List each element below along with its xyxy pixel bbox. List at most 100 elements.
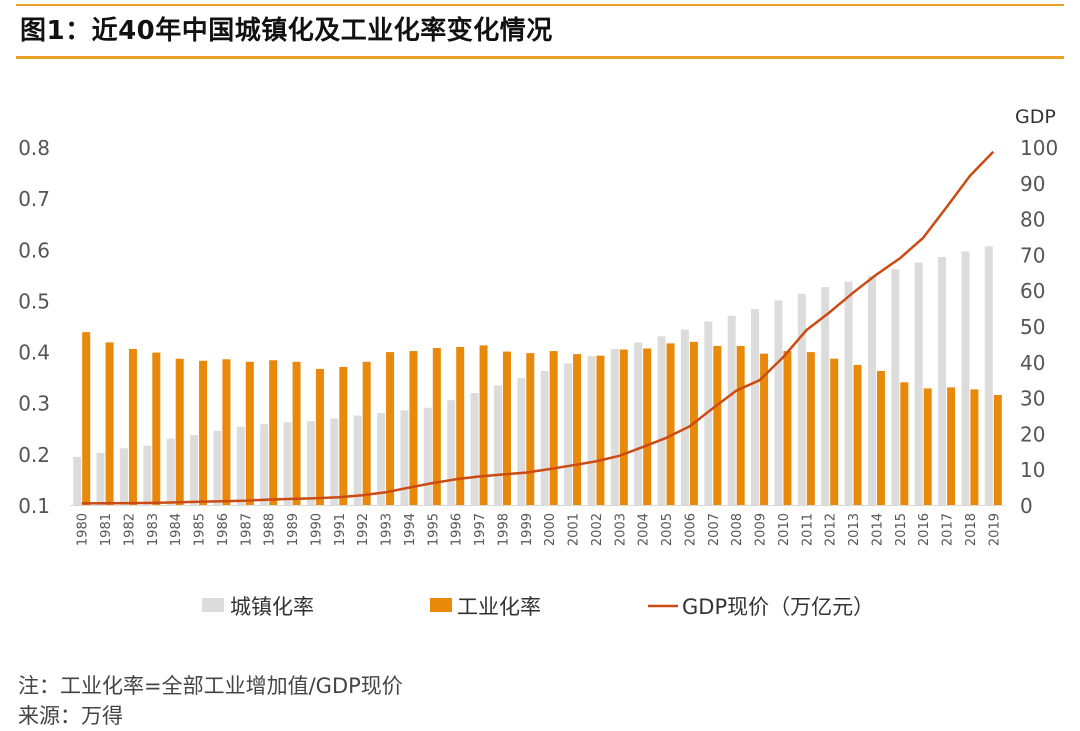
y-right-tick-label: 50 [1020, 315, 1045, 339]
bar-industrialization [876, 371, 885, 505]
y-right-tick-label: 60 [1020, 279, 1045, 303]
legend-label-industrialization: 工业化率 [457, 595, 541, 619]
bar-industrialization [643, 348, 652, 505]
bar-urbanization [657, 336, 666, 505]
legend-label-urbanization: 城镇化率 [230, 595, 314, 619]
bar-industrialization [199, 360, 208, 505]
bar-industrialization [175, 358, 184, 505]
bar-urbanization [493, 385, 502, 505]
bar-industrialization [82, 332, 91, 505]
legend-swatch-industrialization [430, 598, 452, 612]
x-tick-label: 2004 [637, 513, 652, 546]
bar-industrialization [339, 366, 348, 505]
bar-industrialization [292, 361, 301, 505]
bar-industrialization [736, 345, 745, 505]
x-tick-label: 2018 [964, 513, 979, 546]
y-left-tick-label: 0.4 [18, 341, 50, 365]
bar-urbanization [213, 430, 222, 505]
y-right-tick-label: 40 [1020, 351, 1045, 375]
bar-industrialization [502, 351, 511, 505]
bar-industrialization [783, 351, 792, 505]
chart-svg: 0.1 0.2 0.3 0.4 0.5 0.6 0.7 0.8 0 10 20 30 40 50 60 70 8… [18, 106, 1058, 619]
page-title: 图1：近40年中国城镇化及工业化率变化情况 [20, 16, 553, 46]
bar-urbanization [517, 378, 526, 505]
x-tick-label: 1990 [309, 513, 324, 546]
y-left-tick-label: 0.5 [18, 289, 50, 313]
y-right-axis-label: GDP [1015, 106, 1056, 128]
bar-industrialization [713, 345, 722, 505]
x-tick-label: 1994 [403, 513, 418, 546]
bar-industrialization [222, 359, 231, 505]
y-left-tick-label: 0.7 [18, 187, 50, 211]
bar-industrialization [152, 352, 161, 505]
x-tick-label: 1981 [99, 513, 114, 546]
bar-industrialization [923, 388, 932, 505]
x-tick-label: 1992 [356, 513, 371, 546]
x-tick-label: 1985 [193, 513, 208, 546]
y-right-tick-label: 90 [1020, 172, 1045, 196]
bar-urbanization [260, 424, 269, 505]
bar-industrialization [456, 346, 465, 505]
x-tick-label: 2008 [730, 513, 745, 546]
bar-industrialization [549, 351, 558, 505]
bar-industrialization [432, 347, 441, 505]
bar-industrialization [596, 355, 605, 505]
bar-urbanization [610, 349, 619, 505]
y-left-tick-label: 0.2 [18, 443, 50, 467]
bar-industrialization [806, 352, 815, 505]
x-tick-label: 1987 [239, 513, 254, 546]
bar-urbanization [634, 342, 643, 505]
bar-industrialization [105, 342, 114, 505]
bar-urbanization [306, 421, 315, 505]
bar-urbanization [587, 356, 596, 505]
bar-industrialization [760, 353, 769, 505]
bar-industrialization [853, 364, 862, 505]
bar-urbanization [797, 293, 806, 505]
x-tick-label: 1998 [496, 513, 511, 546]
bar-urbanization [73, 456, 82, 505]
legend-swatch-urbanization [202, 598, 224, 612]
x-tick-label: 2012 [824, 513, 839, 546]
y-right-tick-label: 0 [1020, 494, 1033, 518]
bar-urbanization [236, 426, 245, 505]
bar-urbanization [540, 371, 549, 505]
legend-label-gdp: GDP现价（万亿元） [682, 595, 874, 619]
bar-industrialization [830, 358, 839, 505]
bar-urbanization [844, 281, 853, 505]
bar-urbanization [377, 412, 386, 505]
bar-industrialization [245, 361, 254, 505]
bar-urbanization [190, 434, 199, 505]
x-tick-label: 1999 [520, 513, 535, 546]
x-tick-label: 2001 [567, 513, 582, 546]
bar-urbanization [166, 438, 175, 505]
x-tick-label: 1980 [76, 513, 91, 546]
x-tick-label: 2015 [894, 513, 909, 546]
bar-urbanization [119, 448, 128, 505]
x-tick-label: 1982 [122, 513, 137, 546]
y-right-tick-label: 70 [1020, 243, 1045, 267]
bar-urbanization [938, 256, 947, 505]
bar-urbanization [774, 300, 783, 505]
bar-urbanization [283, 422, 292, 505]
x-tick-label: 2000 [543, 513, 558, 546]
bar-industrialization [666, 343, 675, 505]
title-bottom-rule [16, 56, 1064, 59]
bar-industrialization [970, 389, 979, 505]
x-tick-label: 2010 [777, 513, 792, 546]
bar-urbanization [867, 275, 876, 505]
x-tick-label: 2016 [917, 513, 932, 546]
title-top-rule [16, 4, 1064, 6]
x-tick-label: 1986 [216, 513, 231, 546]
x-tick-label: 2019 [987, 513, 1002, 546]
bar-industrialization [128, 349, 137, 505]
bar-urbanization [400, 410, 409, 505]
x-tick-label: 2002 [590, 513, 605, 546]
bar-industrialization [900, 382, 909, 505]
bar-urbanization [447, 400, 456, 505]
bar-industrialization [315, 368, 324, 505]
bar-industrialization [269, 360, 278, 505]
x-tick-label: 1988 [263, 513, 278, 546]
bar-industrialization [619, 349, 628, 505]
y-right-tick-label: 30 [1020, 387, 1045, 411]
bar-industrialization [409, 351, 418, 505]
